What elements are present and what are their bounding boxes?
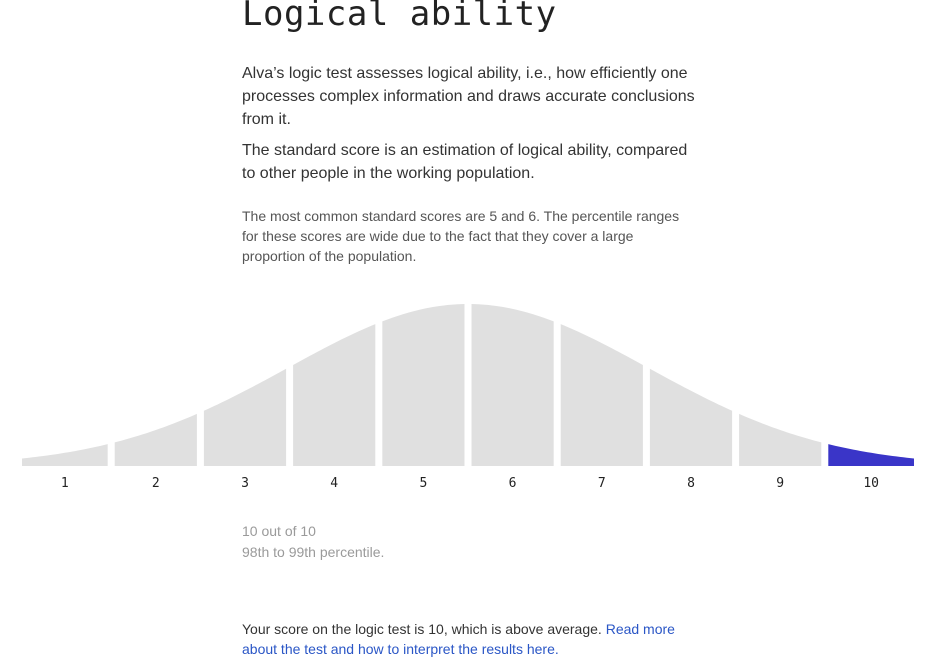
score-band-2 <box>114 413 197 466</box>
score-band-3 <box>203 368 287 466</box>
score-out-of-ten: 10 out of 10 <box>242 523 316 539</box>
summary-text: Your score on the logic test is 10, whic… <box>242 621 606 637</box>
score-label-10: 10 <box>863 476 879 491</box>
score-label-3: 3 <box>241 476 249 491</box>
percentile-range: 98th to 99th percentile. <box>242 544 385 560</box>
score-label-1: 1 <box>61 476 69 491</box>
common-scores-note: The most common standard scores are 5 an… <box>242 206 692 266</box>
score-label-9: 9 <box>776 476 784 491</box>
score-band-9 <box>739 413 822 466</box>
score-label-8: 8 <box>687 476 695 491</box>
score-band-10 <box>828 444 914 466</box>
score-label-5: 5 <box>419 476 427 491</box>
intro-paragraph: Alva’s logic test assesses logical abili… <box>242 62 702 131</box>
score-band-6 <box>471 304 554 466</box>
page-title: Logical ability <box>242 0 557 34</box>
score-band-4 <box>293 324 376 466</box>
score-label-6: 6 <box>509 476 517 491</box>
score-label-4: 4 <box>330 476 338 491</box>
standard-score-text: The standard score is an estimation of l… <box>242 142 688 182</box>
common-scores-text: The most common standard scores are 5 an… <box>242 208 680 264</box>
score-band-8 <box>649 368 733 466</box>
score-band-1 <box>22 444 108 466</box>
score-label-2: 2 <box>152 476 160 491</box>
score-label-7: 7 <box>598 476 606 491</box>
score-summary: Your score on the logic test is 10, whic… <box>242 619 702 659</box>
read-more-link[interactable]: Read more about the test and how to inte… <box>242 621 675 657</box>
intro-text: Alva’s logic test assesses logical abili… <box>242 65 695 128</box>
score-distribution-chart: 1 2 3 4 5 6 7 8 9 10 <box>22 304 914 491</box>
score-result: 10 out of 10 98th to 99th percentile. <box>242 521 384 563</box>
standard-score-paragraph: The standard score is an estimation of l… <box>242 139 702 185</box>
score-band-5 <box>382 304 465 466</box>
score-band-7 <box>560 324 643 466</box>
